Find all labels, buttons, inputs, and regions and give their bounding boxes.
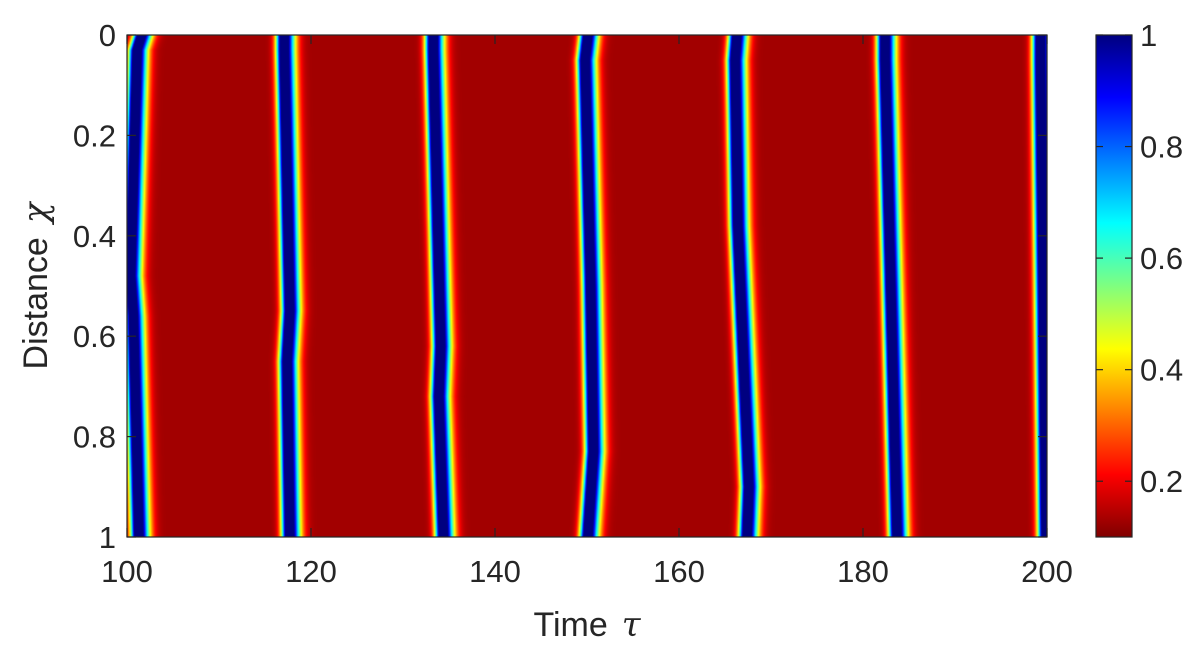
colorbar-tick-label: 0.8: [1140, 130, 1183, 165]
y-axis-symbol: χ: [16, 200, 56, 225]
y-tick-label: 0: [99, 18, 116, 53]
y-tick-label: 0.2: [73, 118, 116, 153]
y-axis-label: Distance: [17, 237, 55, 369]
y-tick-label: 1: [99, 520, 116, 555]
x-tick-label: 120: [285, 554, 337, 589]
svg-text:Distance χ: Distance χ: [16, 200, 56, 369]
x-axis-label: Time: [533, 606, 607, 644]
colorbar-tick-label: 0.6: [1140, 241, 1183, 276]
colorbar-gradient: [1096, 35, 1132, 537]
colorbar-ticks: 0.2 0.4 0.6 0.8 1: [1096, 18, 1183, 499]
y-tick-label: 0.6: [73, 319, 116, 354]
x-tick-label: 160: [653, 554, 705, 589]
x-tick-label: 140: [469, 554, 521, 589]
x-tick-label: 200: [1021, 554, 1073, 589]
svg-text:Time τ: Time τ: [533, 605, 641, 645]
heatmap-image: [127, 35, 1047, 537]
y-ticks: 0 0.2 0.4 0.6 0.8 1: [73, 18, 1047, 555]
colorbar-frame: [1095, 34, 1133, 538]
y-tick-label: 0.8: [73, 420, 116, 455]
plot-frame: [126, 34, 1048, 538]
y-tick-label: 0.4: [73, 219, 116, 254]
colorbar-tick-label: 0.2: [1140, 464, 1183, 499]
colorbar-tick-label: 1: [1140, 18, 1157, 53]
x-ticks: 100 120 140 160 180 200: [101, 35, 1073, 589]
x-tick-label: 180: [837, 554, 889, 589]
colorbar-tick-label: 0.4: [1140, 353, 1183, 388]
colorbar: 0.2 0.4 0.6 0.8 1: [1095, 18, 1183, 538]
x-tick-label: 100: [101, 554, 153, 589]
x-axis-symbol: τ: [622, 605, 642, 645]
x-axis-title: Time τ: [533, 605, 641, 645]
plot-area: 100 120 140 160 180 200 0 0.2 0.4 0.6 0.8 1: [73, 18, 1073, 589]
y-axis-title: Distance χ: [16, 200, 56, 369]
